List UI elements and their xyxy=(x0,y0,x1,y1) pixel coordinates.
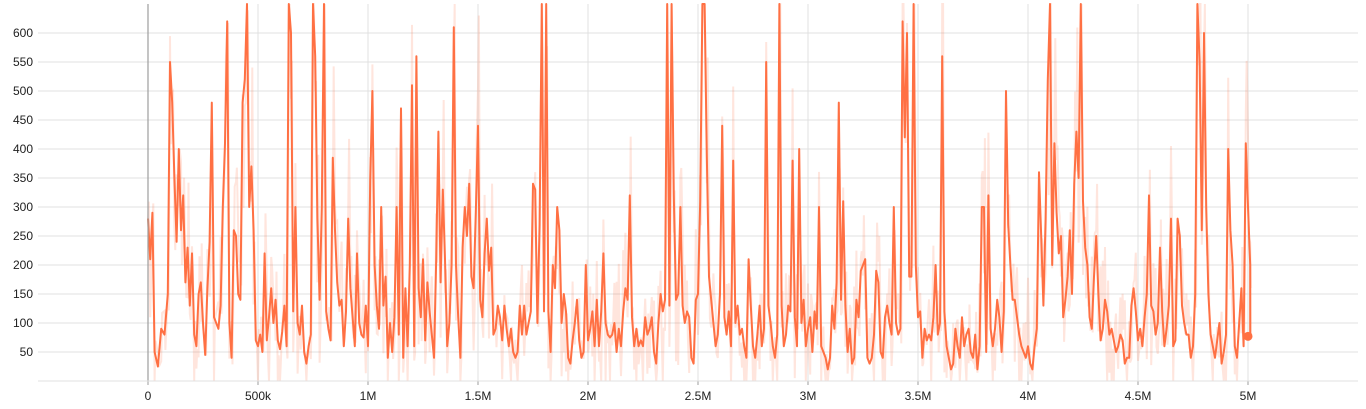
x-tick-label: 0 xyxy=(145,389,152,403)
x-tick-label: 1.5M xyxy=(465,389,492,403)
x-tick-label: 3.5M xyxy=(905,389,932,403)
x-tick-label: 500k xyxy=(245,389,272,403)
y-tick-label: 50 xyxy=(20,345,34,359)
y-tick-label: 100 xyxy=(13,316,33,330)
axis-layer xyxy=(38,4,1358,385)
y-tick-label: 450 xyxy=(13,113,33,127)
y-tick-label: 300 xyxy=(13,200,33,214)
tick-label-layer: 50 100 150 200 250 300 350 400 450 500 550 600 0 500k… xyxy=(13,26,1256,403)
x-tick-label: 2.5M xyxy=(685,389,712,403)
x-tick-label: 2M xyxy=(580,389,597,403)
y-tick-label: 250 xyxy=(13,229,33,243)
y-tick-label: 500 xyxy=(13,84,33,98)
y-tick-label: 200 xyxy=(13,258,33,272)
y-tick-label: 150 xyxy=(13,287,33,301)
x-tick-label: 4M xyxy=(1020,389,1037,403)
y-tick-label: 350 xyxy=(13,171,33,185)
x-tick-label: 1M xyxy=(360,389,377,403)
last-value-marker[interactable] xyxy=(1243,331,1253,341)
y-tick-label: 400 xyxy=(13,142,33,156)
x-tick-label: 5M xyxy=(1240,389,1257,403)
y-tick-label: 550 xyxy=(13,55,33,69)
smoothed-series-line xyxy=(147,3,1252,371)
smoothed-series-layer xyxy=(147,3,1253,371)
y-tick-label: 600 xyxy=(13,26,33,40)
x-tick-label: 4.5M xyxy=(1125,389,1152,403)
x-tick-label: 3M xyxy=(800,389,817,403)
